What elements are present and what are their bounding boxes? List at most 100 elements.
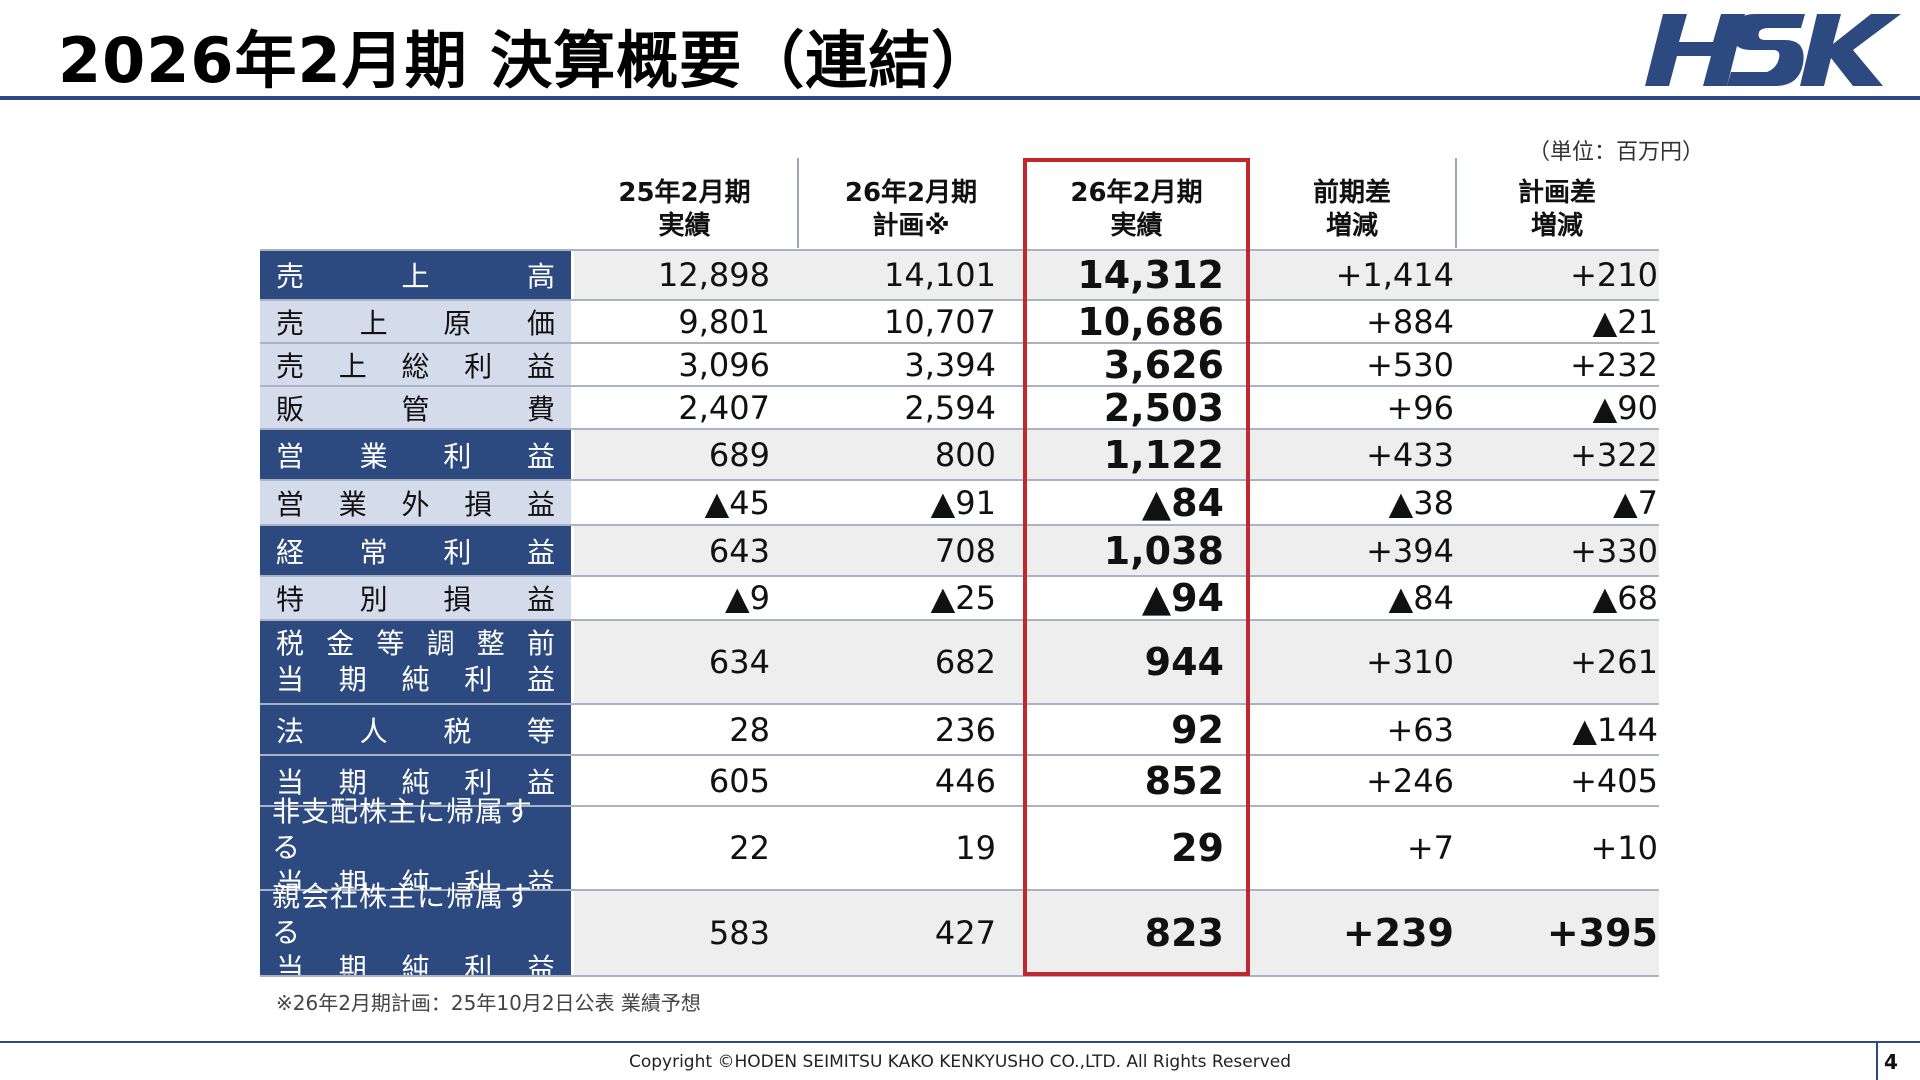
label-char: 益: [526, 439, 555, 473]
cell-yoy-change: +530: [1366, 345, 1454, 384]
label-char: 当: [276, 765, 305, 799]
cell-yoy-change: +310: [1366, 643, 1454, 681]
cell-fy26-actual: 1,122: [1103, 432, 1224, 477]
table-row: 605 446 852 +246 +405: [574, 756, 1659, 805]
label-char: 売: [276, 260, 305, 293]
footer-rule: [0, 1041, 1920, 1043]
label-char: 利: [443, 535, 472, 569]
row-label-cost-of-sales: 売上原価: [260, 301, 571, 342]
row-rule: [260, 342, 1659, 344]
row-label-gross-profit: 売上総利益: [260, 344, 571, 385]
label-char: 管: [401, 392, 430, 426]
cell-fy26-plan: 10,707: [884, 302, 996, 341]
label-char: 売: [276, 306, 305, 340]
title-rule: [0, 96, 1920, 100]
label-char: 利: [464, 952, 493, 985]
col-header-line2: 実績: [658, 211, 711, 241]
row-label-operating-income: 営業利益: [260, 430, 571, 479]
table-row: 3,096 3,394 3,626 +530 +232: [574, 343, 1659, 387]
label-char: 前: [526, 627, 555, 660]
col-header-yoy-change: 前期差 増減: [1252, 172, 1452, 248]
cell-fy26-actual: 29: [1171, 826, 1224, 870]
col-header-line1: 25年2月期: [618, 178, 751, 208]
label-char: 益: [526, 349, 555, 383]
label-char: 益: [526, 535, 555, 569]
col-header-line2: 計画※: [872, 211, 950, 241]
col-header-fy26-actual: 26年2月期 実績: [1027, 172, 1246, 248]
col-separator: [1455, 158, 1457, 248]
label-char: 利: [443, 439, 472, 473]
label-char: 損: [443, 583, 472, 616]
row-rule: [260, 524, 1659, 526]
label-char: 純: [401, 765, 430, 799]
row-rule: [260, 703, 1659, 705]
label-char: 調: [426, 627, 455, 660]
label-char: 法: [276, 714, 305, 748]
label-char: 純: [401, 952, 430, 985]
label-char: 総: [401, 349, 430, 383]
cell-fy26-plan: 800: [934, 435, 996, 474]
label-char: 業: [359, 439, 388, 473]
label-char: 税: [443, 714, 472, 748]
table-row: 634 682 944 +310 +261: [574, 621, 1659, 703]
row-rule: [260, 619, 1659, 621]
label-char: 益: [526, 487, 555, 521]
cell-fy26-plan: ▲25: [930, 579, 996, 617]
label-char: 損: [464, 487, 493, 521]
cell-yoy-change: +433: [1366, 435, 1454, 474]
table-row: 22 19 29 +7 +10: [574, 807, 1659, 889]
table-row: 9,801 10,707 10,686 +884 ▲21: [574, 300, 1659, 344]
col-separator: [797, 158, 799, 248]
label-char: 金: [326, 627, 355, 660]
label-line: 非支配株主に帰属する: [272, 795, 534, 864]
cell-plan-change: ▲7: [1613, 483, 1658, 522]
table-row: ▲9 ▲25 ▲94 ▲84 ▲68: [574, 576, 1659, 620]
cell-fy26-actual: 1,038: [1103, 528, 1224, 573]
cell-plan-change: +261: [1570, 643, 1658, 681]
label-char: 営: [276, 487, 305, 521]
col-header-fy26-plan: 26年2月期 計画※: [799, 172, 1023, 248]
cell-fy25-actual: ▲45: [704, 483, 770, 522]
label-char: 純: [401, 663, 430, 696]
label-char: 整: [476, 627, 505, 660]
row-rule: [260, 479, 1659, 481]
cell-fy26-plan: 682: [934, 643, 996, 681]
cell-fy25-actual: 3,096: [678, 345, 770, 384]
table-row: 583 427 823 +239 +395: [574, 891, 1659, 975]
cell-plan-change: +210: [1570, 256, 1658, 294]
label-char: 等: [526, 714, 555, 748]
table-top-rule: [260, 249, 1659, 251]
cell-plan-change: +330: [1570, 531, 1658, 570]
cell-fy26-plan: 14,101: [884, 256, 996, 294]
cell-plan-change: +10: [1590, 829, 1658, 867]
cell-plan-change: +232: [1570, 345, 1658, 384]
label-char: 当: [276, 663, 305, 696]
fy26-actual-highlight-box: [1023, 158, 1250, 976]
cell-fy26-actual: 2,503: [1103, 385, 1224, 430]
cell-fy25-actual: 643: [708, 531, 770, 570]
cell-fy26-plan: 427: [934, 914, 996, 952]
cell-plan-change: ▲21: [1592, 302, 1658, 341]
label-char: 原: [443, 306, 472, 340]
cell-plan-change: ▲144: [1572, 710, 1658, 749]
label-char: 期: [338, 952, 367, 985]
cell-yoy-change: +246: [1366, 761, 1454, 800]
cell-yoy-change: +63: [1386, 710, 1454, 749]
cell-yoy-change: +96: [1386, 388, 1454, 427]
cell-fy26-plan: 3,394: [904, 345, 996, 384]
row-label-extraordinary: 特別損益: [260, 577, 571, 619]
row-label-non-operating: 営業外損益: [260, 481, 571, 524]
label-char: 人: [359, 714, 388, 748]
page-number-divider: [1876, 1043, 1878, 1080]
row-rule: [260, 754, 1659, 756]
cell-yoy-change: +239: [1342, 911, 1454, 955]
cell-fy25-actual: 22: [729, 829, 770, 867]
cell-fy25-actual: 9,801: [678, 302, 770, 341]
cell-fy26-actual: 92: [1171, 707, 1224, 752]
cell-fy26-plan: 236: [934, 710, 996, 749]
col-header-line2: 増減: [1530, 211, 1583, 241]
label-char: 常: [359, 535, 388, 569]
table-row: 2,407 2,594 2,503 +96 ▲90: [574, 385, 1659, 430]
cell-plan-change: ▲90: [1592, 388, 1658, 427]
unit-note: （単位：百万円）: [1528, 140, 1705, 165]
